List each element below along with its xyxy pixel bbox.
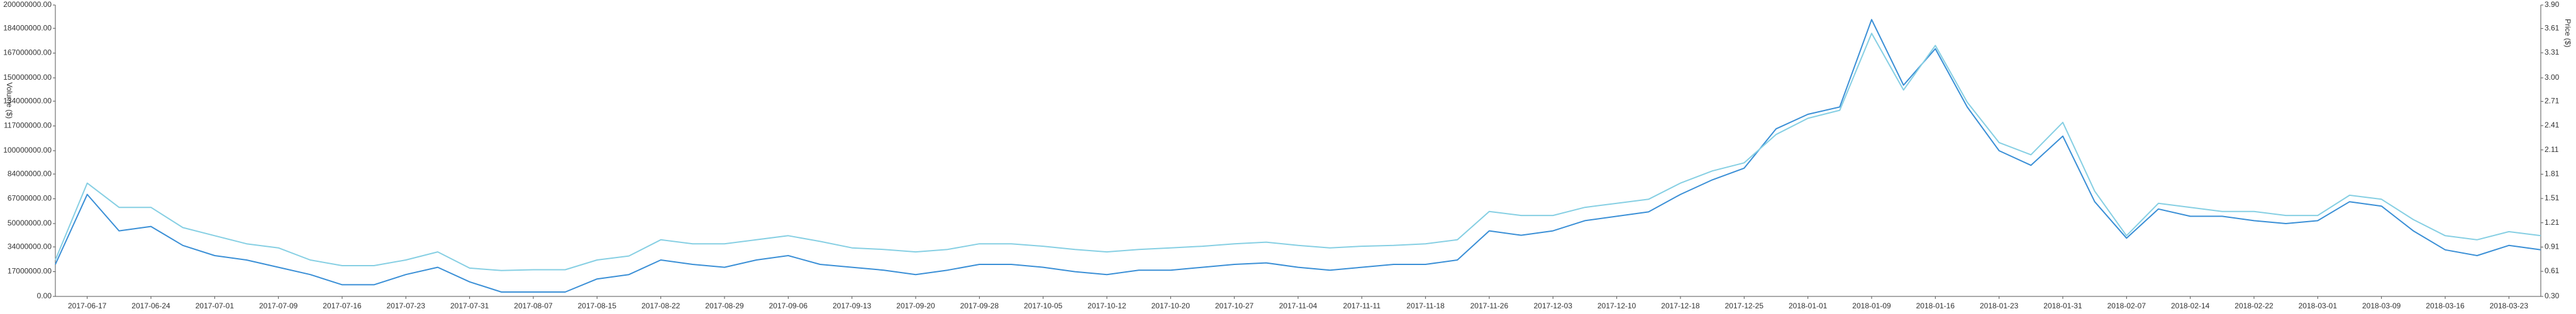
x-tick-label: 2017-09-13 [833, 301, 872, 310]
x-tick-label: 2017-10-27 [1215, 301, 1254, 310]
y2-axis-label: Price ($) [2563, 19, 2572, 47]
x-tick-label: 2018-02-14 [2171, 301, 2210, 310]
series-line [55, 19, 2541, 293]
y2-tick-label: 2.11 [2545, 145, 2559, 154]
y-tick-label: 167000000.00 [3, 48, 52, 57]
x-tick-label: 2017-07-31 [450, 301, 489, 310]
x-tick-label: 2017-09-06 [769, 301, 808, 310]
y2-tick-label: 2.71 [2545, 97, 2560, 106]
x-tick-label: 2017-07-09 [259, 301, 298, 310]
y2-tick-label: 2.41 [2545, 121, 2560, 129]
x-tick-label: 2017-09-20 [896, 301, 935, 310]
x-tick-label: 2017-11-11 [1343, 301, 1381, 310]
x-tick-label: 2017-08-15 [578, 301, 617, 310]
x-tick-label: 2017-08-22 [641, 301, 680, 310]
x-tick-label: 2017-10-20 [1152, 301, 1191, 310]
x-tick-label: 2017-07-23 [387, 301, 426, 310]
y-tick-label: 117000000.00 [4, 121, 52, 130]
x-tick-label: 2017-08-07 [514, 301, 553, 310]
x-tick-label: 2017-06-17 [68, 301, 107, 310]
y2-tick-label: 3.31 [2545, 48, 2560, 57]
x-tick-label: 2018-03-16 [2426, 301, 2465, 310]
x-tick-label: 2018-01-01 [1789, 301, 1828, 310]
x-tick-label: 2018-02-07 [2107, 301, 2146, 310]
y-tick-label: 84000000.00 [8, 169, 52, 178]
series-line [55, 33, 2541, 271]
x-tick-label: 2017-12-03 [1534, 301, 1573, 310]
x-tick-label: 2018-01-16 [1916, 301, 1955, 310]
y-axis-label: Volume ($) [5, 82, 14, 119]
x-tick-label: 2017-09-28 [960, 301, 999, 310]
x-tick-label: 2018-03-09 [2362, 301, 2401, 310]
y2-tick-label: 0.30 [2545, 291, 2560, 300]
y2-tick-label: 3.00 [2545, 73, 2560, 82]
x-tick-label: 2017-07-16 [323, 301, 362, 310]
x-tick-label: 2017-11-26 [1470, 301, 1509, 310]
y-tick-label: 150000000.00 [3, 73, 52, 82]
y-tick-label: 34000000.00 [8, 242, 52, 251]
y2-tick-label: 3.61 [2545, 24, 2560, 33]
x-tick-label: 2018-01-23 [1980, 301, 2019, 310]
y-tick-label: 0.00 [37, 291, 52, 300]
x-tick-label: 2018-03-23 [2490, 301, 2529, 310]
x-tick-label: 2018-01-09 [1852, 301, 1891, 310]
x-tick-label: 2017-07-01 [196, 301, 235, 310]
y2-tick-label: 0.91 [2545, 242, 2560, 251]
y-tick-label: 134000000.00 [3, 96, 52, 105]
x-tick-label: 2018-03-01 [2299, 301, 2338, 310]
y-tick-label: 184000000.00 [3, 23, 52, 32]
x-tick-label: 2017-11-18 [1406, 301, 1445, 310]
x-tick-label: 2017-10-12 [1087, 301, 1126, 310]
y2-tick-label: 0.61 [2545, 266, 2560, 275]
x-tick-label: 2017-10-05 [1024, 301, 1063, 310]
y2-tick-label: 3.90 [2545, 0, 2560, 9]
y-tick-label: 200000000.00 [3, 0, 52, 9]
y2-tick-label: 1.21 [2545, 218, 2560, 227]
x-tick-label: 2017-06-24 [131, 301, 170, 310]
y-tick-label: 50000000.00 [8, 219, 52, 227]
x-tick-label: 2018-01-31 [2043, 301, 2082, 310]
x-tick-label: 2017-08-29 [705, 301, 744, 310]
x-tick-label: 2017-12-10 [1597, 301, 1636, 310]
y-tick-label: 67000000.00 [8, 194, 52, 203]
y-tick-label: 17000000.00 [8, 267, 52, 276]
x-tick-label: 2017-12-18 [1661, 301, 1700, 310]
x-tick-label: 2018-02-22 [2235, 301, 2273, 310]
y2-tick-label: 1.51 [2545, 193, 2560, 202]
x-tick-label: 2017-12-25 [1725, 301, 1764, 310]
y2-tick-label: 1.81 [2545, 170, 2560, 178]
x-tick-label: 2017-11-04 [1279, 301, 1318, 310]
y-tick-label: 100000000.00 [3, 146, 52, 154]
